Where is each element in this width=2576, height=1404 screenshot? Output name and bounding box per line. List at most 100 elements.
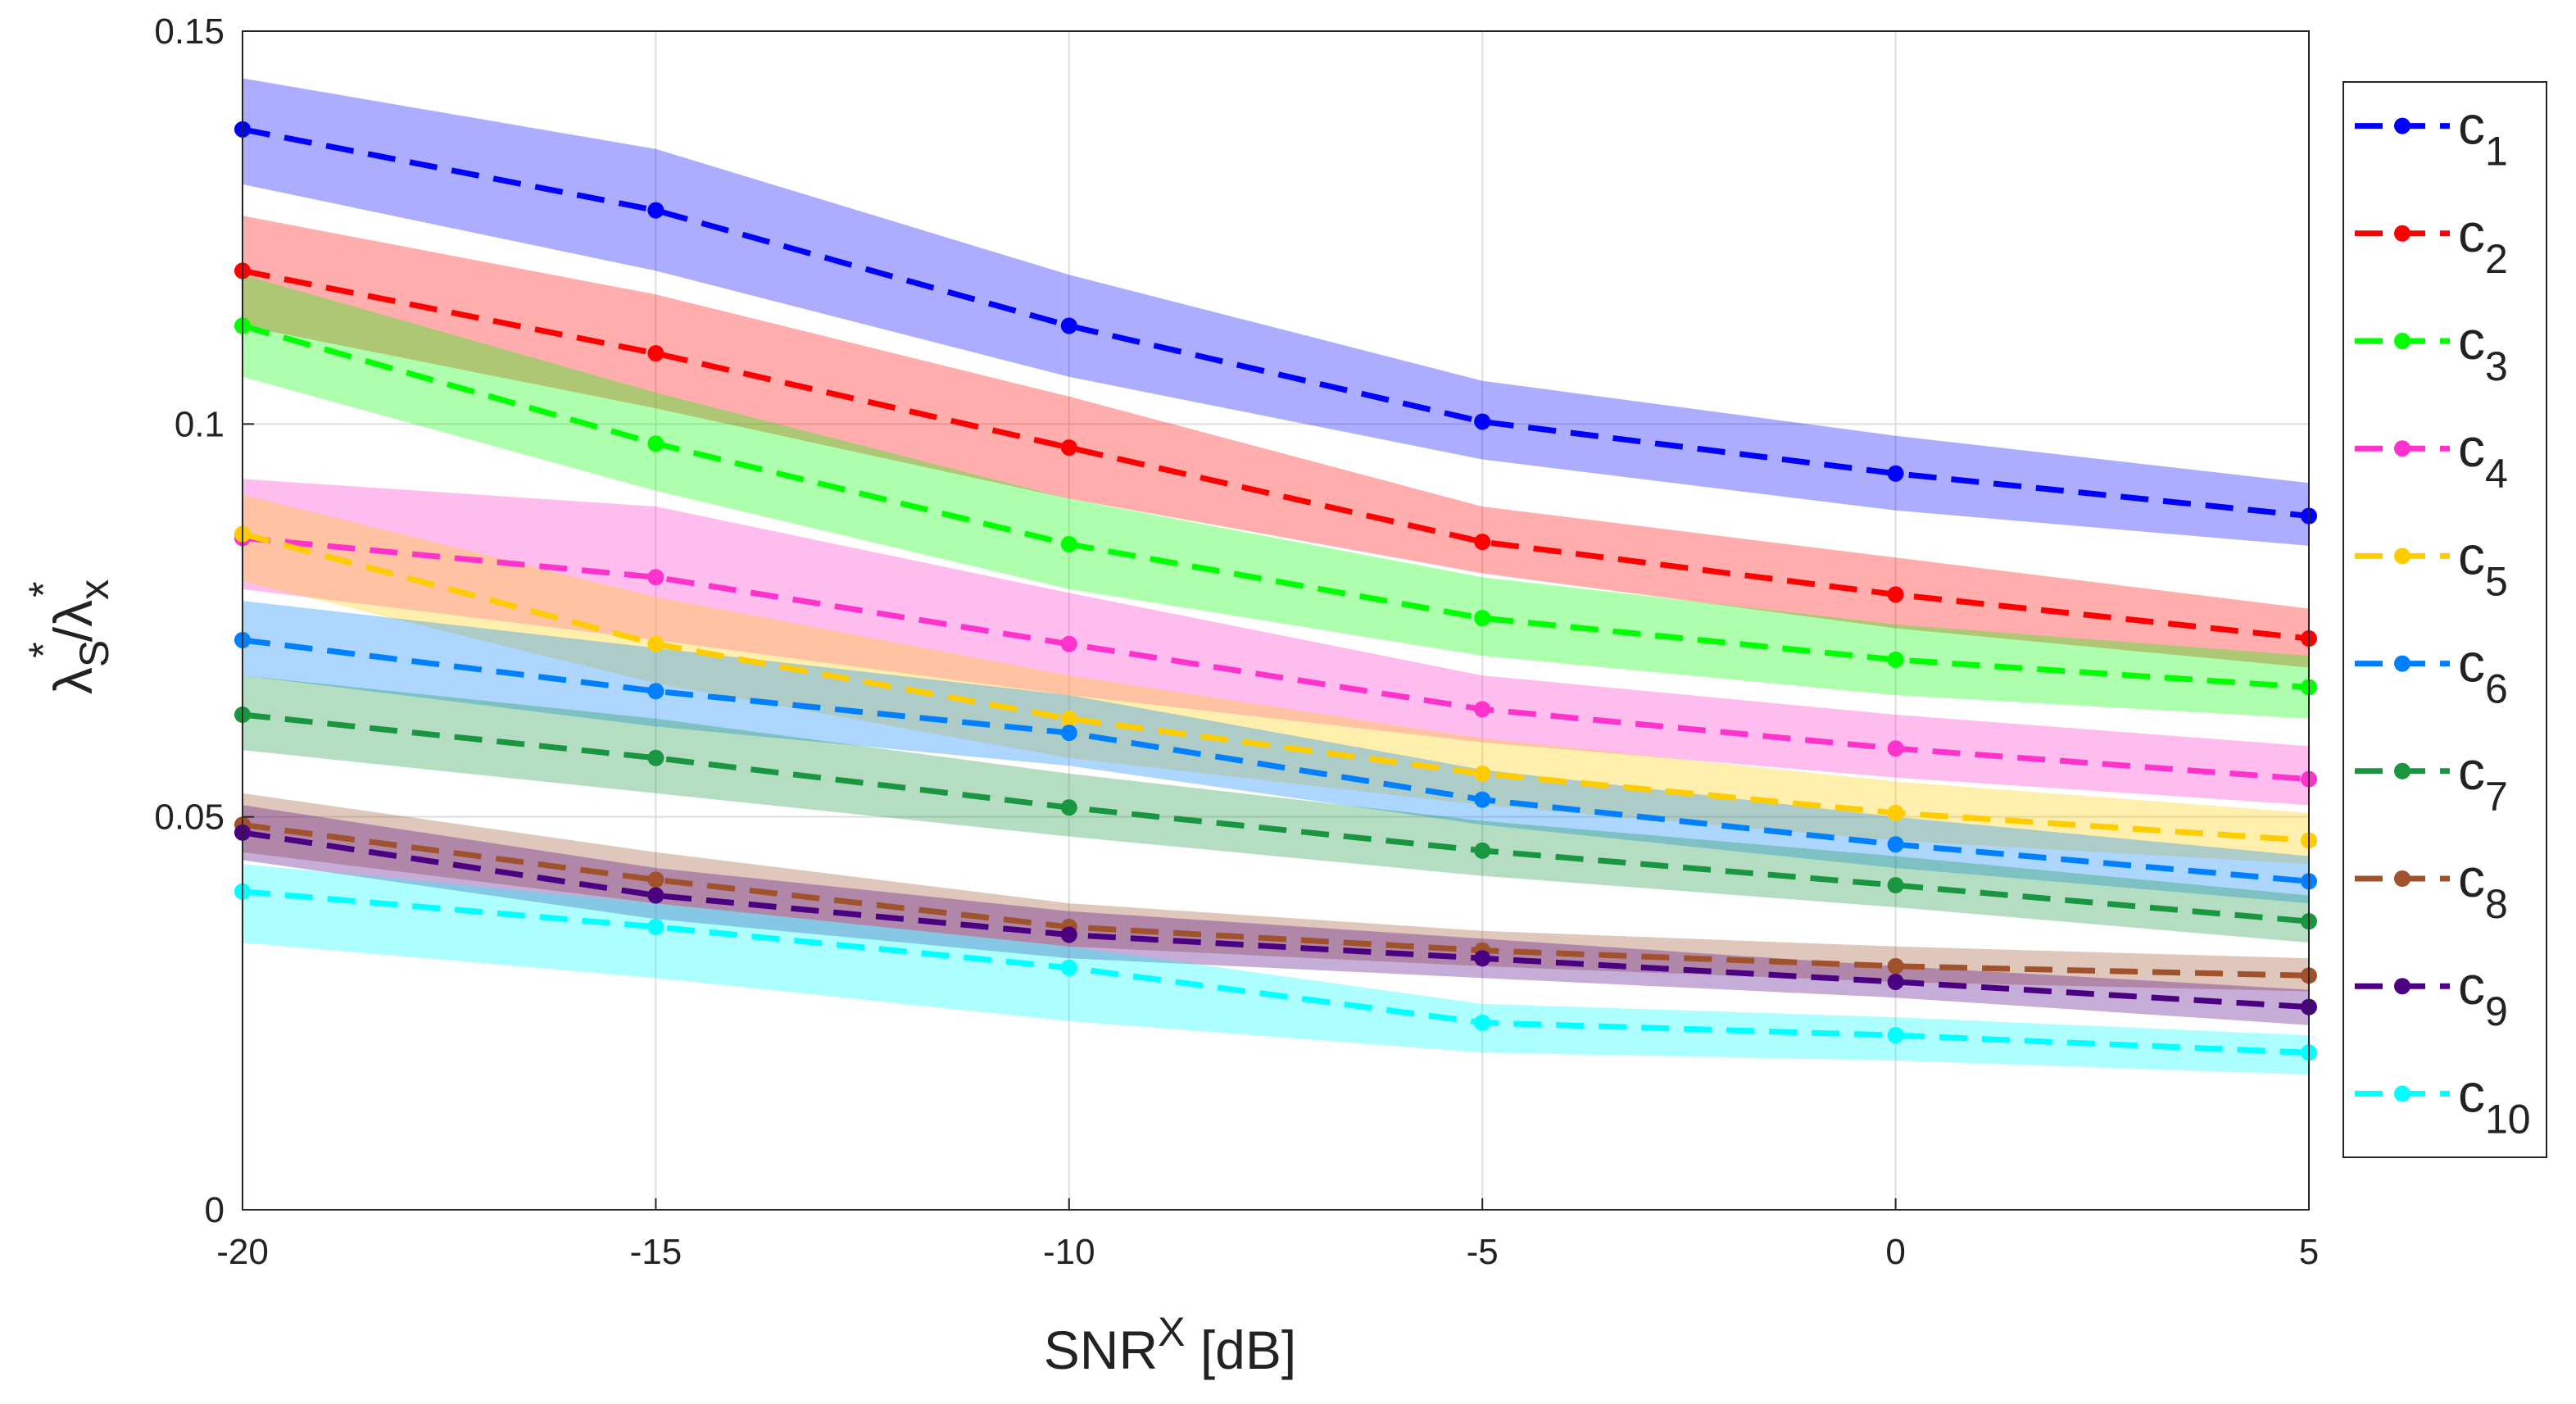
data-point-c1 (1474, 413, 1491, 430)
legend-item-c9: c9 (2355, 955, 2508, 1034)
band-c4 (243, 479, 2309, 806)
series-line-c8 (242, 821, 2310, 979)
y-ticks: 0 0.05 0.1 0.15 (154, 11, 254, 1230)
x-axis-label: SNRX [dB] (1044, 1309, 1296, 1380)
data-point-c6 (1474, 791, 1491, 808)
legend-label: c5 (2458, 525, 2508, 604)
data-point-c4 (1887, 740, 1904, 757)
legend-swatch-marker (2394, 117, 2410, 134)
data-point-c5 (1474, 765, 1491, 782)
data-point-c4 (647, 569, 664, 586)
band-c10 (243, 864, 2309, 1075)
legend-label: c8 (2458, 847, 2508, 927)
series-line-c1 (242, 126, 2310, 519)
series-line-c4 (242, 534, 2310, 783)
x-axis-label-suffix: [dB] (1185, 1320, 1296, 1380)
data-point-c3 (1474, 610, 1491, 627)
data-point-c4 (1474, 701, 1491, 718)
legend-swatch-marker (2394, 333, 2410, 349)
legend: c1 c2 c3 c4 c5 c6 c7 c8 c9 c10 (2342, 81, 2547, 1158)
data-point-c3 (1887, 651, 1904, 668)
data-point-c2 (1474, 534, 1491, 551)
data-point-c6 (1060, 725, 1077, 742)
legend-label: c7 (2458, 740, 2508, 820)
data-point-c10 (1474, 1014, 1491, 1031)
data-point-c3 (1060, 536, 1077, 553)
y-axis-label-sub-x: x (71, 579, 117, 600)
series-line-c2 (242, 267, 2310, 642)
y-axis-label-lambda-s: λ (43, 667, 103, 694)
legend-swatch-marker (2394, 440, 2410, 457)
x-tick-label: 5 (2299, 1232, 2319, 1272)
x-tick-label: -10 (1043, 1232, 1095, 1272)
legend-label: c9 (2458, 955, 2508, 1034)
series-line-c3 (242, 323, 2310, 690)
y-tick-label: 0.05 (154, 797, 224, 838)
x-tick-label: -15 (630, 1232, 683, 1272)
data-point-c5 (647, 635, 664, 652)
legend-label: c6 (2458, 633, 2508, 712)
data-point-c4 (1060, 635, 1077, 652)
band-c9 (243, 805, 2309, 1025)
data-point-c7 (1060, 799, 1077, 816)
x-ticks: -20 -15 -10 -5 0 5 (216, 1198, 2319, 1272)
data-point-c6 (647, 683, 664, 700)
x-axis-label-sup: X (1158, 1309, 1185, 1355)
data-point-c10 (1887, 1027, 1904, 1044)
x-tick-label: -5 (1467, 1232, 1499, 1272)
data-point-c2 (1060, 439, 1077, 457)
data-point-c1 (647, 202, 664, 219)
confidence-bands (243, 78, 2309, 1075)
legend-item-c6: c6 (2355, 633, 2508, 712)
data-point-c6 (1887, 836, 1904, 853)
legend-swatch-marker (2394, 762, 2410, 779)
data-point-c9 (647, 887, 664, 904)
data-point-c9 (1474, 950, 1491, 967)
series-line-c6 (242, 637, 2310, 884)
legend-label: c4 (2458, 417, 2508, 497)
legend-item-c3: c3 (2355, 310, 2508, 389)
x-tick-label: 0 (1885, 1232, 1905, 1272)
data-point-c3 (647, 435, 664, 452)
series-line-c10 (242, 888, 2310, 1056)
y-axis-label-slash: / (43, 626, 103, 642)
data-point-c1 (1887, 465, 1904, 482)
legend-items: c1 c2 c3 c4 c5 c6 c7 c8 c9 c10 (2355, 95, 2531, 1142)
data-point-c10 (647, 918, 664, 935)
band-c1 (243, 78, 2309, 546)
legend-item-c4: c4 (2355, 417, 2508, 497)
legend-box (2342, 81, 2547, 1158)
data-point-c5 (1060, 710, 1077, 727)
y-tick-label: 0.1 (175, 404, 224, 444)
data-point-c8 (1887, 957, 1904, 975)
data-point-c1 (1060, 317, 1077, 334)
band-c2 (243, 216, 2309, 668)
band-c5 (243, 494, 2309, 865)
data-point-c9 (1060, 926, 1077, 943)
legend-label: c2 (2458, 202, 2508, 282)
legend-swatch-marker (2394, 1085, 2410, 1102)
series-line-c5 (242, 531, 2310, 843)
legend-item-c2: c2 (2355, 202, 2508, 282)
y-axis-label-star-x: * (20, 581, 66, 597)
y-axis-label: λS*/λx* (20, 579, 117, 694)
data-point-c8 (647, 871, 664, 888)
y-axis-label-lambda-x: λ (43, 600, 103, 627)
legend-item-c10: c10 (2355, 1062, 2531, 1142)
data-point-c7 (1887, 877, 1904, 894)
data-point-c10 (1060, 959, 1077, 976)
band-c6 (243, 601, 2309, 904)
legend-item-c7: c7 (2355, 740, 2508, 820)
legend-label: c1 (2458, 95, 2508, 175)
legend-item-c1: c1 (2355, 95, 2508, 175)
data-point-c5 (1887, 804, 1904, 821)
legend-swatch-marker (2394, 870, 2410, 887)
y-axis-label-star-s: * (20, 642, 66, 657)
data-point-c7 (1474, 842, 1491, 859)
legend-swatch-marker (2394, 978, 2410, 995)
data-point-c9 (1887, 973, 1904, 990)
x-tick-label: -20 (216, 1232, 269, 1272)
legend-item-c5: c5 (2355, 525, 2508, 604)
legend-swatch-marker (2394, 655, 2410, 672)
